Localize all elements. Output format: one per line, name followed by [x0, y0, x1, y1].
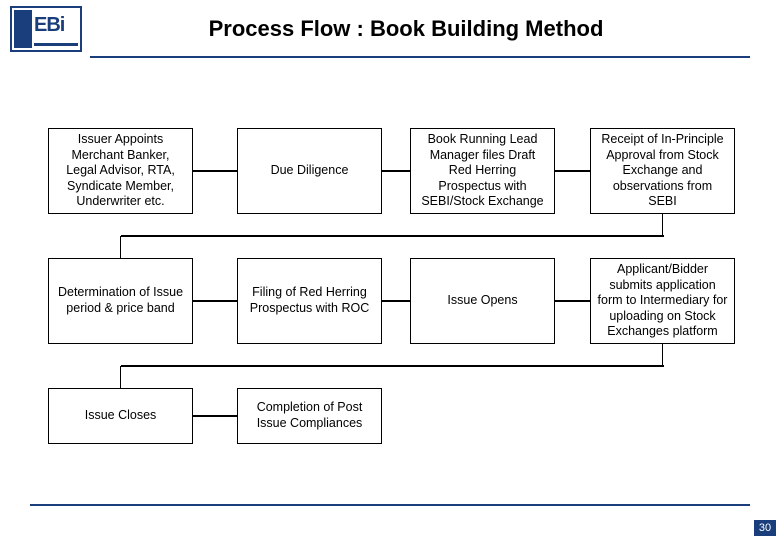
flow-connector	[555, 170, 590, 172]
flow-node-n5: Determination of Issue period & price ba…	[48, 258, 193, 344]
flow-node-n2: Due Diligence	[237, 128, 382, 214]
footer-divider	[30, 504, 750, 506]
flow-node-n6: Filing of Red Herring Prospectus with RO…	[237, 258, 382, 344]
flow-node-n1: Issuer Appoints Merchant Banker, Legal A…	[48, 128, 193, 214]
flow-connector	[382, 170, 410, 172]
flow-connector	[193, 415, 237, 417]
flowchart-canvas: Issuer Appoints Merchant Banker, Legal A…	[0, 58, 780, 478]
flow-connector	[555, 300, 590, 302]
flow-node-n10: Completion of Post Issue Compliances	[237, 388, 382, 444]
flow-node-n8: Applicant/Bidder submits application for…	[590, 258, 735, 344]
page-number: 30	[754, 520, 776, 536]
flow-node-n3: Book Running Lead Manager files Draft Re…	[410, 128, 555, 214]
sebi-logo: EBi	[10, 6, 82, 52]
flow-connector	[662, 344, 664, 366]
flow-connector	[120, 236, 122, 258]
flow-connector	[662, 214, 664, 236]
slide-title: Process Flow : Book Building Method	[82, 16, 770, 42]
flow-connector	[121, 235, 665, 237]
flow-connector	[121, 365, 665, 367]
flow-connector	[193, 170, 237, 172]
flow-node-n4: Receipt of In-Principle Approval from St…	[590, 128, 735, 214]
flow-connector	[120, 366, 122, 388]
logo-text: EBi	[34, 14, 64, 37]
flow-connector	[193, 300, 237, 302]
flow-node-n7: Issue Opens	[410, 258, 555, 344]
flow-connector	[382, 300, 410, 302]
slide-header: EBi Process Flow : Book Building Method	[0, 0, 780, 52]
flow-node-n9: Issue Closes	[48, 388, 193, 444]
